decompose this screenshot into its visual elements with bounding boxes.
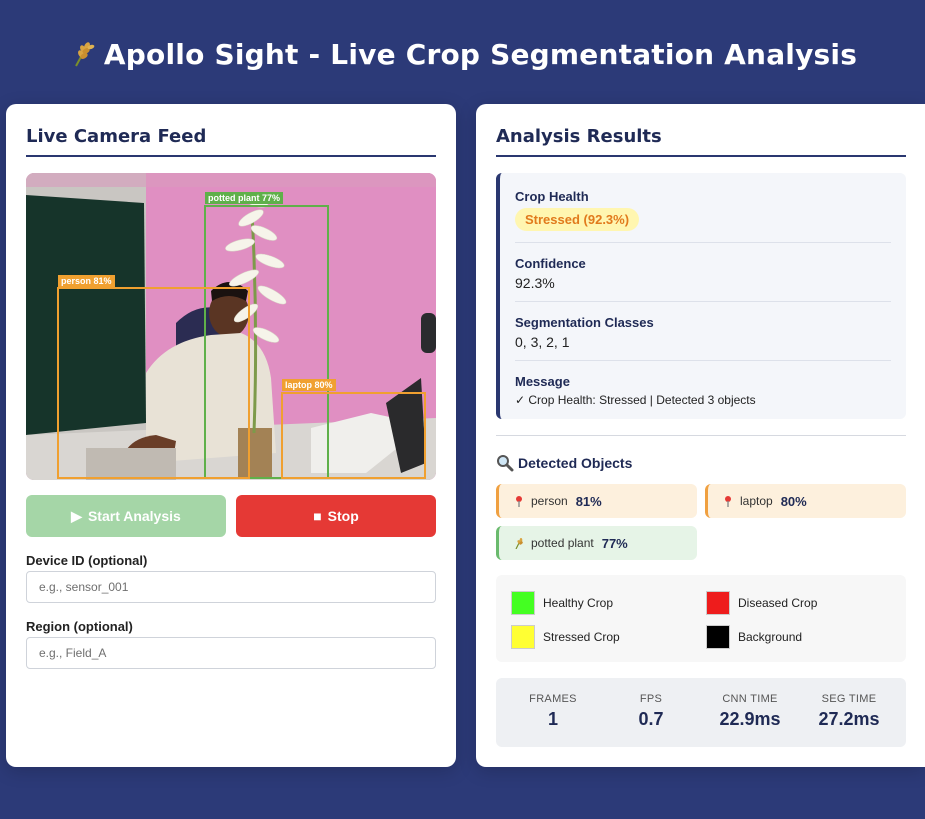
divider bbox=[515, 242, 891, 243]
stat-value: 22.9ms bbox=[719, 709, 781, 729]
wheat-icon bbox=[515, 538, 523, 549]
legend-label: Healthy Crop bbox=[543, 596, 614, 610]
object-pct: 80% bbox=[780, 493, 807, 509]
device-id-label: Device ID (optional) bbox=[26, 553, 148, 568]
stat-label: SEG TIME bbox=[821, 693, 877, 705]
legend-item-background: Background bbox=[706, 625, 802, 649]
segmentation-legend: Healthy Crop Diseased Crop Stressed Crop… bbox=[496, 575, 906, 662]
object-chip-laptop: laptop 80% bbox=[705, 484, 906, 518]
crop-health-badge: Stressed (92.3%) bbox=[515, 208, 640, 231]
crop-health-row: Crop Health Stressed (92.3%) bbox=[515, 189, 891, 231]
pin-icon bbox=[516, 496, 522, 507]
camera-panel: Live Camera Feed bbox=[6, 104, 456, 767]
camera-panel-title: Live Camera Feed bbox=[26, 126, 207, 147]
detection-label-plant: potted plant 77% bbox=[205, 192, 284, 204]
page-title: Apollo Sight - Live Crop Segmentation An… bbox=[0, 38, 925, 71]
detection-label-laptop: laptop 80% bbox=[282, 379, 336, 391]
divider bbox=[515, 301, 891, 302]
magnifier-icon bbox=[497, 455, 514, 472]
object-name: potted plant bbox=[531, 536, 594, 550]
object-pct: 77% bbox=[601, 535, 628, 551]
device-id-input[interactable] bbox=[26, 571, 436, 603]
object-name: person bbox=[531, 494, 568, 508]
legend-swatch bbox=[511, 591, 535, 615]
region-label: Region (optional) bbox=[26, 619, 133, 634]
stat-value: 1 bbox=[547, 709, 558, 729]
legend-label: Diseased Crop bbox=[738, 596, 818, 610]
legend-swatch bbox=[511, 625, 535, 649]
stat-frames: FRAMES 1 bbox=[503, 693, 603, 730]
camera-frame bbox=[26, 173, 436, 480]
stat-label: FPS bbox=[639, 693, 663, 705]
stat-label: CNN TIME bbox=[722, 693, 778, 705]
object-chip-person: person 81% bbox=[496, 484, 697, 518]
camera-feed: potted plant 77% person 81% laptop 80% bbox=[26, 173, 436, 480]
stat-seg-time: SEG TIME 27.2ms bbox=[799, 693, 899, 730]
confidence-row: Confidence 92.3% bbox=[515, 256, 891, 291]
segmentation-row: Segmentation Classes 0, 3, 2, 1 bbox=[515, 315, 891, 350]
crop-health-label: Crop Health bbox=[515, 189, 589, 204]
legend-item-stressed: Stressed Crop bbox=[511, 625, 620, 649]
divider bbox=[496, 435, 906, 436]
region-input[interactable] bbox=[26, 637, 436, 669]
stat-cnn-time: CNN TIME 22.9ms bbox=[700, 693, 800, 730]
start-button-label: Start Analysis bbox=[87, 508, 181, 524]
message-row: Message ✓ Crop Health: Stressed | Detect… bbox=[515, 374, 891, 407]
stat-fps: FPS 0.7 bbox=[601, 693, 701, 730]
detected-objects-label: Detected Objects bbox=[518, 455, 633, 471]
detection-label-person: person 81% bbox=[58, 275, 115, 287]
message-value: ✓ Crop Health: Stressed | Detected 3 obj… bbox=[515, 393, 756, 407]
legend-label: Stressed Crop bbox=[543, 630, 620, 644]
stop-button-label: Stop bbox=[327, 508, 359, 524]
divider bbox=[496, 155, 906, 157]
pin-icon bbox=[725, 496, 731, 507]
stop-icon: ■ bbox=[313, 508, 322, 524]
result-summary: Crop Health Stressed (92.3%) Confidence … bbox=[496, 173, 906, 419]
legend-swatch bbox=[706, 591, 730, 615]
segmentation-label: Segmentation Classes bbox=[515, 315, 654, 330]
confidence-label: Confidence bbox=[515, 256, 586, 271]
stat-value: 27.2ms bbox=[818, 709, 880, 729]
legend-item-healthy: Healthy Crop bbox=[511, 591, 613, 615]
stop-button[interactable]: ■ Stop bbox=[236, 495, 436, 537]
stat-value: 0.7 bbox=[638, 709, 664, 729]
object-pct: 81% bbox=[575, 493, 602, 509]
performance-stats: FRAMES 1 FPS 0.7 CNN TIME 22.9ms SEG TIM… bbox=[496, 678, 906, 747]
stat-label: FRAMES bbox=[529, 693, 577, 705]
divider bbox=[26, 155, 436, 157]
object-chip-potted-plant: potted plant 77% bbox=[496, 526, 697, 560]
results-panel-title: Analysis Results bbox=[496, 126, 662, 147]
segmentation-value: 0, 3, 2, 1 bbox=[515, 334, 570, 350]
legend-item-diseased: Diseased Crop bbox=[706, 591, 817, 615]
wheat-icon bbox=[75, 42, 95, 67]
detected-objects-title: Detected Objects bbox=[496, 454, 632, 472]
object-name: laptop bbox=[740, 494, 773, 508]
message-label: Message bbox=[515, 374, 570, 389]
divider bbox=[515, 360, 891, 361]
start-analysis-button[interactable]: ▶ Start Analysis bbox=[26, 495, 226, 537]
confidence-value: 92.3% bbox=[515, 275, 555, 291]
play-icon: ▶ bbox=[71, 507, 82, 524]
legend-swatch bbox=[706, 625, 730, 649]
results-panel: Analysis Results Crop Health Stressed (9… bbox=[476, 104, 925, 767]
legend-label: Background bbox=[738, 630, 803, 644]
